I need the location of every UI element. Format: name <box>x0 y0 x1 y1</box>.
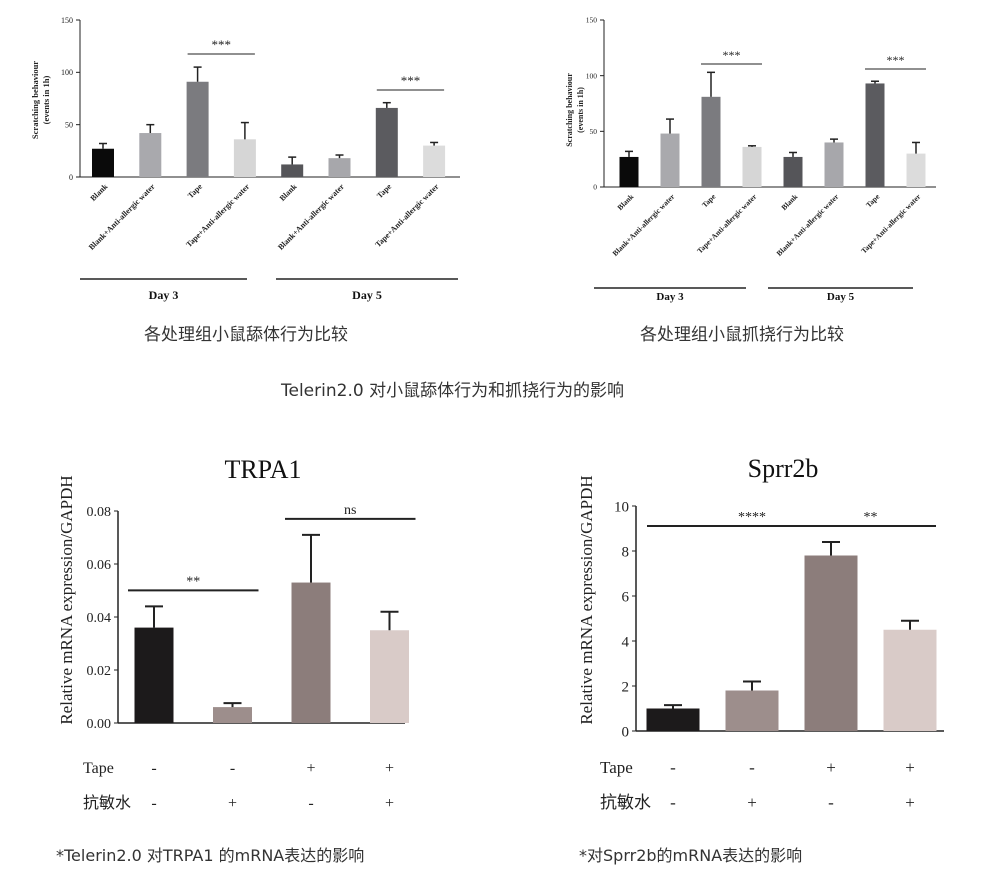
licking-category-label: Blank <box>89 182 110 203</box>
sprr2b-title: Sprr2b <box>748 454 819 483</box>
licking-bar <box>281 164 304 177</box>
trpa1-row-sign: - <box>151 795 156 812</box>
caption-licking: 各处理组小鼠舔体行为比较 <box>144 325 348 345</box>
trpa1-ytick-label: 0.06 <box>87 558 112 573</box>
trpa1-row-sign: + <box>306 760 315 777</box>
scratching-category-label: Blank <box>615 191 636 212</box>
scratching-ytick-label: 100 <box>586 71 598 80</box>
sprr2b-ytick-label: 0 <box>622 724 630 740</box>
trpa1-row-sign: - <box>151 760 156 777</box>
sprr2b-row-sign: + <box>826 758 836 777</box>
trpa1-row-sign: + <box>385 795 394 812</box>
trpa1-ytick-label: 0.08 <box>87 505 112 520</box>
scratching-ylabel: Scratching behaviour <box>565 73 574 147</box>
scratching-ylabel-units: (events in 1h) <box>576 87 585 133</box>
licking-ylabel: Scratching behaviour <box>30 61 40 139</box>
sprr2b-row-sign: - <box>670 793 676 812</box>
sprr2b-row-sign: + <box>905 793 915 812</box>
sprr2b-sig-label: ** <box>864 510 878 525</box>
scratching-category-label: Tape <box>864 192 882 210</box>
scratching-bar <box>783 156 803 187</box>
licking-bar <box>328 158 351 177</box>
sprr2b-row-sign: - <box>828 793 834 812</box>
scratching-category-label: Blank <box>779 191 800 212</box>
trpa1-row-label: 抗敏水 <box>83 794 131 812</box>
trpa1-row-sign: - <box>230 760 235 777</box>
licking-category-label: Blank <box>278 182 299 203</box>
sprr2b-row-label: Tape <box>600 758 633 777</box>
licking-ylabel-units: (events in 1h) <box>41 76 51 125</box>
sprr2b-bar <box>646 708 700 731</box>
scratching-bar <box>906 153 926 187</box>
licking-ytick-label: 0 <box>69 173 73 182</box>
scratching-ytick-label: 0 <box>593 183 597 192</box>
trpa1-row-sign: - <box>308 795 313 812</box>
trpa1-ytick-label: 0.02 <box>87 664 112 679</box>
licking-ytick-label: 50 <box>65 120 73 129</box>
trpa1-bar <box>134 627 174 723</box>
trpa1-ytick-label: 0.04 <box>87 611 112 626</box>
sprr2b-ylabel: Relative mRNA expression/GAPDH <box>577 475 596 724</box>
trpa1-sig-label: ** <box>186 574 200 589</box>
licking-sig-label: *** <box>401 73 421 88</box>
scratching-bar <box>742 146 762 187</box>
licking-category-label: Tape <box>186 182 204 200</box>
trpa1-bar <box>291 582 331 723</box>
sprr2b-ytick-label: 4 <box>622 634 630 650</box>
trpa1-row-label: Tape <box>83 760 114 777</box>
licking-category-label: Tape <box>375 182 393 200</box>
licking-bar <box>233 139 256 177</box>
sprr2b-ytick-label: 8 <box>622 544 630 560</box>
licking-group-label: Day 5 <box>352 288 382 302</box>
scratching-bar <box>865 83 885 187</box>
sprr2b-row-sign: - <box>670 758 676 777</box>
trpa1-bar <box>213 707 252 723</box>
trpa1-ylabel: Relative mRNA expression/GAPDH <box>57 475 76 724</box>
sprr2b-ytick-label: 2 <box>622 679 630 695</box>
scratching-sig-label: *** <box>723 48 741 62</box>
licking-bar <box>139 133 162 177</box>
scratching-bar <box>660 133 680 187</box>
sprr2b-bar <box>725 690 779 731</box>
trpa1-sig-label: ns <box>344 503 356 518</box>
sprr2b-ytick-label: 10 <box>614 499 629 515</box>
trpa1-row-sign: + <box>228 795 237 812</box>
licking-bar <box>92 148 114 177</box>
sprr2b-bar <box>883 629 937 731</box>
licking-bar <box>423 145 446 177</box>
sprr2b-bar <box>804 555 858 731</box>
trpa1-ytick-label: 0.00 <box>87 717 112 732</box>
sprr2b-row-sign: + <box>747 793 757 812</box>
trpa1-row-sign: + <box>385 760 394 777</box>
trpa1-title: TRPA1 <box>224 455 301 484</box>
scratching-bar <box>619 156 639 187</box>
sprr2b-row-sign: + <box>905 758 915 777</box>
sprr2b-ytick-label: 6 <box>622 589 630 605</box>
scratching-group-label: Day 5 <box>827 291 855 303</box>
licking-ytick-label: 150 <box>61 16 73 25</box>
scratching-bar <box>824 142 844 187</box>
sprr2b-sig-label: **** <box>738 510 766 525</box>
licking-group-label: Day 3 <box>149 288 179 302</box>
sprr2b-row-sign: - <box>749 758 755 777</box>
scratching-category-label: Tape <box>700 192 718 210</box>
licking-ytick-label: 100 <box>61 68 73 77</box>
scratching-ytick-label: 150 <box>586 16 598 25</box>
caption-trpa1: *Telerin2.0 对TRPA1 的mRNA表达的影响 <box>56 846 365 865</box>
scratching-bar <box>701 96 721 187</box>
sprr2b-row-label: 抗敏水 <box>600 793 651 812</box>
scratching-group-label: Day 3 <box>656 291 684 303</box>
licking-bar <box>186 81 209 177</box>
scratching-ytick-label: 50 <box>590 127 598 136</box>
caption-main: Telerin2.0 对小鼠舔体行为和抓挠行为的影响 <box>281 381 625 401</box>
licking-bar <box>375 107 398 177</box>
licking-sig-label: *** <box>212 37 232 52</box>
scratching-sig-label: *** <box>887 53 905 67</box>
caption-sprr2b: *对Sprr2b的mRNA表达的影响 <box>579 846 803 865</box>
trpa1-bar <box>370 630 409 723</box>
caption-scratching: 各处理组小鼠抓挠行为比较 <box>640 325 844 345</box>
